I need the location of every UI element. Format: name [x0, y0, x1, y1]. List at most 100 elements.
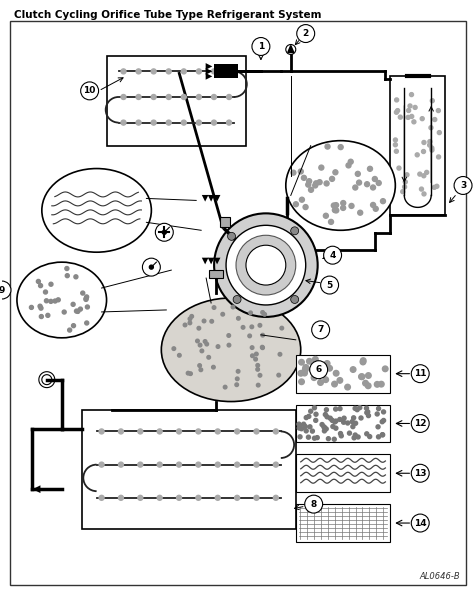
Circle shape [136, 69, 141, 74]
Circle shape [317, 180, 322, 184]
Circle shape [211, 365, 215, 369]
Circle shape [291, 296, 299, 303]
Circle shape [210, 320, 213, 323]
Circle shape [376, 180, 381, 186]
Circle shape [383, 366, 388, 372]
Circle shape [157, 462, 162, 467]
Circle shape [215, 429, 220, 434]
Circle shape [258, 374, 262, 377]
Circle shape [227, 334, 230, 337]
Bar [107, 56, 246, 146]
Circle shape [320, 422, 324, 427]
Circle shape [365, 181, 370, 187]
Circle shape [65, 274, 69, 278]
Bar [214, 64, 238, 79]
Circle shape [359, 374, 365, 380]
Circle shape [297, 24, 315, 42]
Circle shape [157, 495, 162, 500]
Circle shape [309, 409, 313, 414]
Circle shape [314, 181, 319, 186]
Circle shape [329, 176, 335, 181]
Circle shape [331, 203, 337, 208]
Bar [209, 270, 223, 278]
Circle shape [236, 235, 296, 295]
Bar [296, 405, 391, 443]
Circle shape [151, 95, 156, 99]
Circle shape [49, 299, 53, 303]
Circle shape [354, 421, 357, 425]
Circle shape [320, 276, 338, 294]
Circle shape [381, 199, 385, 203]
Circle shape [333, 420, 337, 424]
Circle shape [358, 406, 362, 409]
Circle shape [303, 365, 309, 371]
Circle shape [85, 295, 89, 299]
Text: 1: 1 [258, 42, 264, 51]
Circle shape [322, 425, 327, 430]
Circle shape [313, 183, 318, 188]
Circle shape [334, 419, 338, 423]
Circle shape [353, 433, 357, 437]
Circle shape [190, 315, 193, 318]
Circle shape [311, 375, 317, 380]
Circle shape [433, 118, 437, 121]
Circle shape [250, 346, 254, 349]
Circle shape [211, 120, 217, 125]
Circle shape [303, 424, 307, 428]
Circle shape [235, 495, 239, 500]
Circle shape [334, 426, 338, 430]
Circle shape [277, 373, 281, 377]
Circle shape [299, 379, 304, 384]
Circle shape [323, 377, 328, 383]
Circle shape [138, 429, 143, 434]
Circle shape [39, 315, 43, 318]
Circle shape [85, 305, 90, 309]
Circle shape [118, 495, 123, 500]
Circle shape [297, 426, 301, 430]
Circle shape [252, 37, 270, 55]
Circle shape [227, 343, 231, 347]
Circle shape [348, 159, 353, 164]
Text: 6: 6 [316, 365, 322, 374]
Circle shape [315, 436, 319, 440]
Circle shape [46, 314, 50, 317]
Circle shape [381, 433, 384, 437]
Circle shape [254, 429, 259, 434]
Circle shape [352, 416, 356, 420]
Circle shape [78, 307, 82, 311]
Text: 13: 13 [414, 469, 427, 478]
Ellipse shape [17, 262, 107, 338]
Circle shape [155, 223, 173, 241]
Circle shape [182, 95, 186, 99]
Circle shape [221, 312, 225, 316]
Circle shape [189, 372, 192, 375]
Circle shape [437, 108, 440, 112]
Circle shape [188, 317, 192, 321]
Circle shape [359, 416, 363, 420]
Circle shape [324, 361, 330, 367]
Circle shape [350, 367, 356, 372]
Circle shape [236, 377, 239, 381]
Circle shape [341, 205, 346, 211]
Circle shape [322, 429, 327, 433]
Circle shape [227, 120, 231, 125]
Circle shape [188, 321, 191, 325]
Circle shape [53, 299, 57, 303]
Circle shape [339, 434, 343, 438]
Circle shape [406, 115, 410, 120]
Circle shape [151, 69, 156, 74]
Circle shape [121, 69, 126, 74]
Circle shape [411, 415, 429, 433]
Circle shape [338, 431, 343, 436]
Circle shape [227, 95, 231, 99]
Text: 9: 9 [0, 286, 5, 295]
Circle shape [341, 201, 346, 205]
Bar [391, 76, 445, 215]
Circle shape [196, 69, 201, 74]
Bar [82, 409, 296, 529]
Circle shape [157, 429, 162, 434]
Circle shape [241, 325, 245, 329]
Circle shape [403, 180, 407, 184]
Circle shape [411, 514, 429, 532]
Bar [296, 355, 391, 393]
